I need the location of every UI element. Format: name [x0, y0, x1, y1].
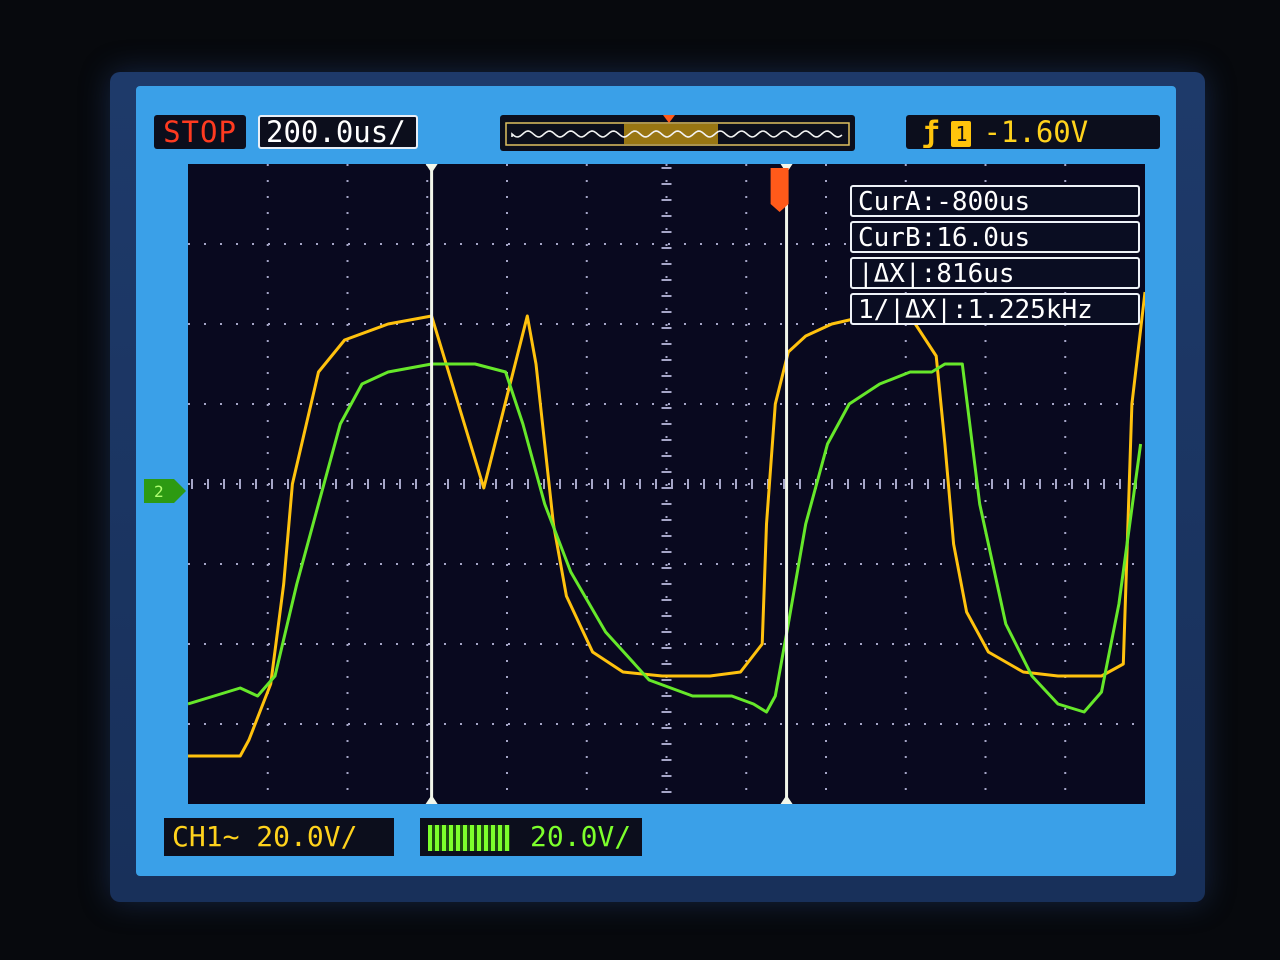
delta-x-readout: |ΔX|:816us	[850, 257, 1140, 289]
trigger-position-marker	[770, 168, 789, 212]
ch2-bandwidth-icon	[428, 825, 510, 851]
svg-text:2: 2	[154, 482, 164, 501]
trigger-level: -1.60V	[983, 115, 1089, 149]
traces	[187, 291, 1147, 758]
graticule	[188, 164, 1145, 804]
ch1-scale-indicator[interactable]: CH1~ 20.0V/	[164, 818, 394, 856]
ch2-scale-value: 20.0V/	[530, 820, 632, 853]
cursor-a-readout: CurA:-800us	[850, 185, 1140, 217]
ch2-scale-indicator[interactable]: 20.0V/	[420, 818, 642, 856]
frequency-readout: 1/|ΔX|:1.225kHz	[850, 293, 1140, 325]
timebase-readout[interactable]: 200.0us/	[258, 115, 418, 149]
trigger-panel[interactable]: ƒ 1 -1.60V	[906, 115, 1160, 149]
ch2-trace	[187, 362, 1143, 714]
cursor-top-marker	[425, 164, 438, 173]
run-stop-indicator[interactable]: STOP	[154, 115, 246, 149]
cursor-bottom-marker	[780, 795, 793, 804]
cursor-bottom-marker	[425, 795, 438, 804]
ch1-trace	[188, 291, 1147, 758]
cursor-measurement-panel: CurA:-800us CurB:16.0us |ΔX|:816us 1/|ΔX…	[850, 185, 1140, 329]
waveform-plot[interactable]	[187, 164, 1147, 804]
cursors	[425, 164, 793, 804]
trigger-source-badge: 1	[951, 121, 972, 147]
cursor-b-readout: CurB:16.0us	[850, 221, 1140, 253]
memory-depth-indicator	[500, 115, 855, 151]
memory-waveform-icon	[505, 115, 850, 146]
falling-edge-icon: ƒ	[922, 115, 940, 149]
ch2-ground-marker-icon: 2	[144, 479, 186, 503]
